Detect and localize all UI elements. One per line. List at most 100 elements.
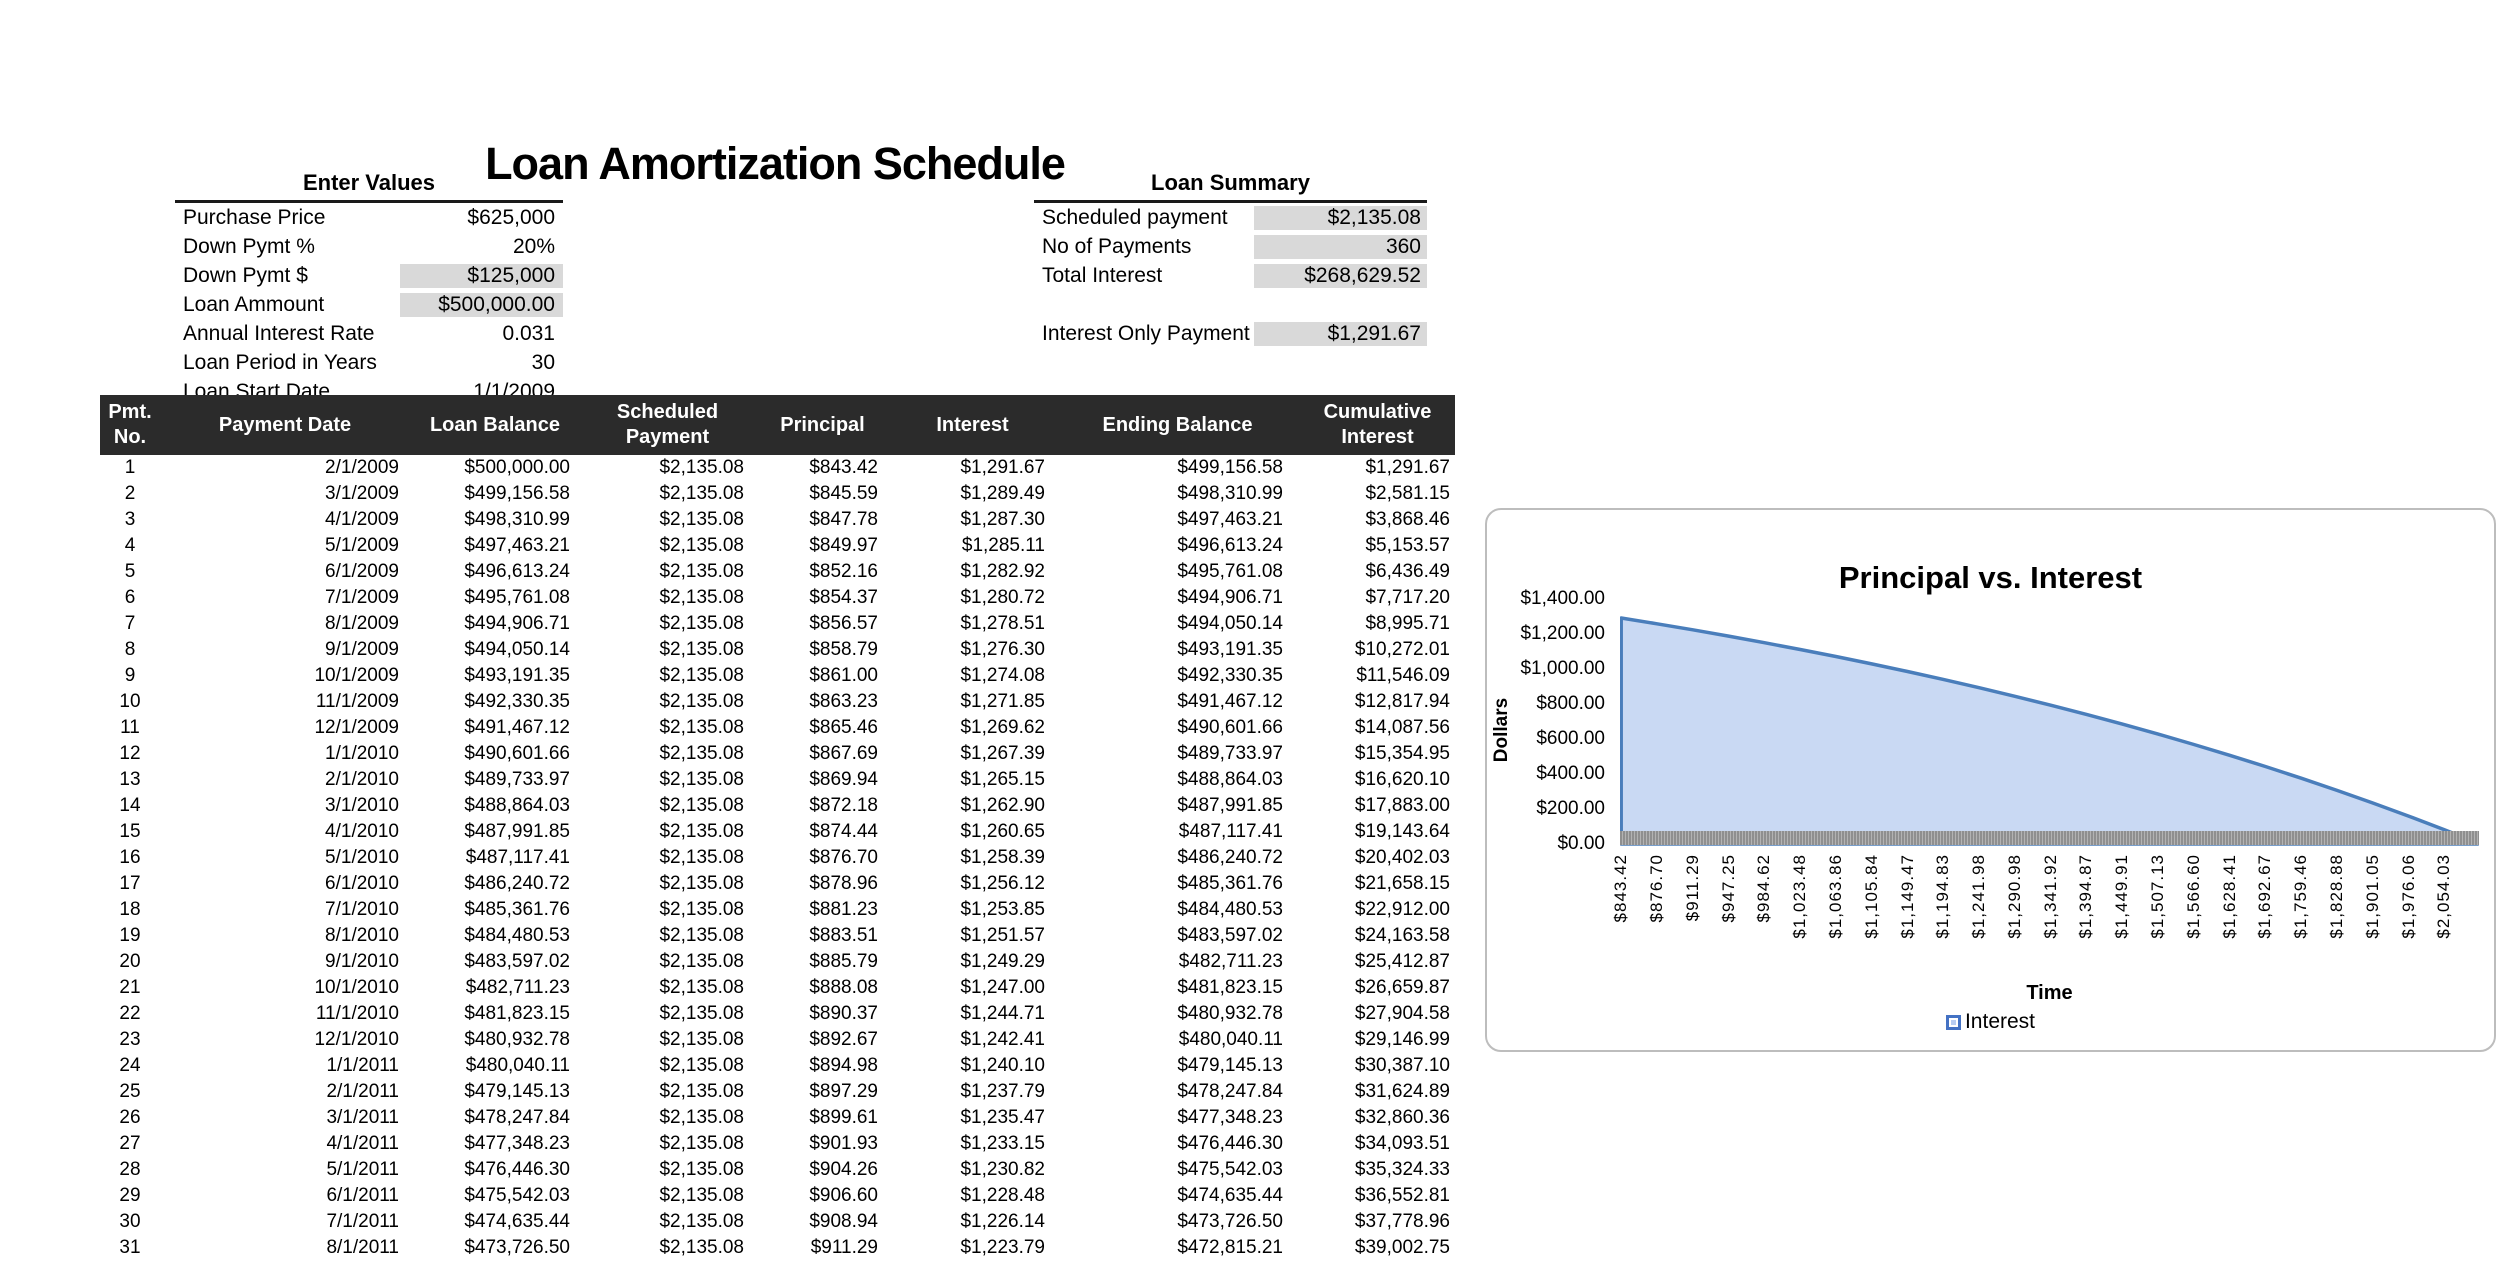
schedule-cell: $483,597.02 [464,951,570,972]
schedule-cell: $496,613.24 [1177,535,1283,556]
x-tick-label: $1,149.47 [1897,854,1917,939]
schedule-row: 2 3/1/2009 $499,156.58 $2,135.08 $845.59 $1,2… [100,481,1455,507]
schedule-cell: $19,143.64 [1354,821,1450,842]
schedule-cell: $901.93 [809,1133,878,1154]
schedule-cell: 10 [119,691,141,712]
schedule-cell: $1,258.39 [960,847,1045,868]
y-tick-label: $200.00 [1536,798,1605,819]
schedule-cell: 12 [119,743,141,764]
schedule-cell: 2/1/2011 [326,1081,399,1102]
schedule-cell: $1,291.67 [960,457,1045,478]
x-tick-label: $911.29 [1682,854,1702,922]
schedule-cell: 5/1/2010 [325,847,399,868]
schedule-cell: 26 [119,1107,141,1128]
schedule-cell: $492,330.35 [464,691,570,712]
kv-label: Total Interest [1042,263,1163,287]
schedule-cell: $489,733.97 [464,769,570,790]
schedule-cell: $491,467.12 [464,717,570,738]
schedule-cell: $861.00 [809,665,878,686]
schedule-cell: $1,278.51 [960,613,1045,634]
schedule-cell: $32,860.36 [1354,1107,1450,1128]
schedule-cell: 12/1/2010 [314,1029,399,1050]
enter-values-rows: Purchase Price $625,000 Down Pymt % 20% Down… [175,203,563,406]
schedule-cell: $2,135.08 [659,639,744,660]
schedule-cell: $2,135.08 [659,509,744,530]
schedule-header-cell: Loan Balance [410,395,580,455]
schedule-cell: $473,726.50 [464,1237,570,1258]
schedule-row: 9 10/1/2009 $493,191.35 $2,135.08 $861.00 $1,… [100,663,1455,689]
schedule-cell: $849.97 [809,535,878,556]
schedule-cell: 3/1/2009 [325,483,399,504]
x-tick-label: $1,194.83 [1933,854,1953,939]
x-tick-label: $1,105.84 [1861,854,1881,939]
kv-label: Down Pymt % [183,234,315,258]
schedule-cell: $34,093.51 [1354,1133,1450,1154]
x-tick-label: $1,692.67 [2255,854,2275,939]
kv-row: Scheduled payment $2,135.08 [1034,203,1427,232]
schedule-header-cell: Ending Balance [1055,395,1300,455]
schedule-cell: $21,658.15 [1354,873,1450,894]
kv-label: Scheduled payment [1042,205,1228,229]
schedule-cell: $2,135.08 [659,769,744,790]
schedule-cell: $1,242.41 [960,1029,1045,1050]
schedule-cell: $878.96 [809,873,878,894]
schedule-cell: 2/1/2009 [325,457,399,478]
schedule-cell: 27 [119,1133,141,1154]
schedule-cell: $7,717.20 [1365,587,1450,608]
legend-label: Interest [1964,1010,2036,1033]
schedule-header-cell: Payment Date [160,395,410,455]
schedule-cell: $476,446.30 [464,1159,570,1180]
kv-value[interactable]: $625,000 [467,205,555,229]
schedule-cell: $2,135.08 [659,1211,744,1232]
schedule-cell: 3/1/2010 [325,795,399,816]
schedule-cell: $491,467.12 [1177,691,1283,712]
enter-values-heading: Enter Values [175,170,563,203]
schedule-cell: 31 [119,1237,141,1258]
schedule-row: 27 4/1/2011 $477,348.23 $2,135.08 $901.93 $1,… [100,1131,1455,1157]
schedule-cell: $876.70 [809,847,878,868]
x-tick-label: $1,976.06 [2398,854,2418,939]
kv-value[interactable]: $125,000 [400,263,563,288]
schedule-row: 30 7/1/2011 $474,635.44 $2,135.08 $908.94 $1,… [100,1209,1455,1235]
schedule-header-cell: Cumulative Interest [1300,395,1455,455]
kv-value[interactable]: 30 [531,350,555,374]
kv-row: Down Pymt % 20% [175,232,563,261]
schedule-cell: $2,135.08 [659,1029,744,1050]
schedule-cell: 6/1/2009 [325,561,399,582]
loan-summary-rows: Scheduled payment $2,135.08 No of Payments… [1034,203,1427,348]
kv-label: Purchase Price [183,205,326,229]
schedule-cell: $477,348.23 [1177,1107,1283,1128]
kv-value[interactable]: 0.031 [502,321,555,345]
kv-row [1034,290,1427,319]
schedule-cell: 15 [119,821,141,842]
schedule-cell: $11,546.09 [1356,665,1450,686]
schedule-cell: $498,310.99 [1177,483,1283,504]
schedule-cell: 22 [119,1003,141,1024]
schedule-cell: $2,135.08 [659,821,744,842]
kv-value[interactable]: 20% [512,234,555,258]
schedule-cell: $24,163.58 [1354,925,1450,946]
schedule-cell: $856.57 [809,613,878,634]
schedule-cell: 30 [119,1211,141,1232]
schedule-cell: $892.67 [809,1029,878,1050]
kv-row: Down Pymt $ $125,000 [175,261,563,290]
schedule-cell: $484,480.53 [464,925,570,946]
kv-value[interactable]: $500,000.00 [400,292,563,317]
y-tick-label: $800.00 [1536,693,1605,714]
schedule-cell: 14 [119,795,141,816]
schedule-cell: $500,000.00 [464,457,570,478]
schedule-cell: $897.29 [809,1081,878,1102]
enter-values-section: Enter Values Purchase Price $625,000 Down … [175,170,563,406]
schedule-cell: $883.51 [809,925,878,946]
schedule-cell: $6,436.49 [1365,561,1450,582]
y-tick-label: $1,000.00 [1520,658,1605,679]
schedule-row: 23 12/1/2010 $480,932.78 $2,135.08 $892.67 $1… [100,1027,1455,1053]
kv-value: $1,291.67 [1254,321,1427,346]
schedule-cell: 11 [120,717,140,738]
schedule-cell: $480,040.11 [1178,1029,1283,1050]
schedule-cell: $488,864.03 [464,795,570,816]
schedule-cell: $474,635.44 [1177,1185,1283,1206]
schedule-cell: $25,412.87 [1354,951,1450,972]
kv-row: Purchase Price $625,000 [175,203,563,232]
schedule-cell: 8 [124,639,136,660]
